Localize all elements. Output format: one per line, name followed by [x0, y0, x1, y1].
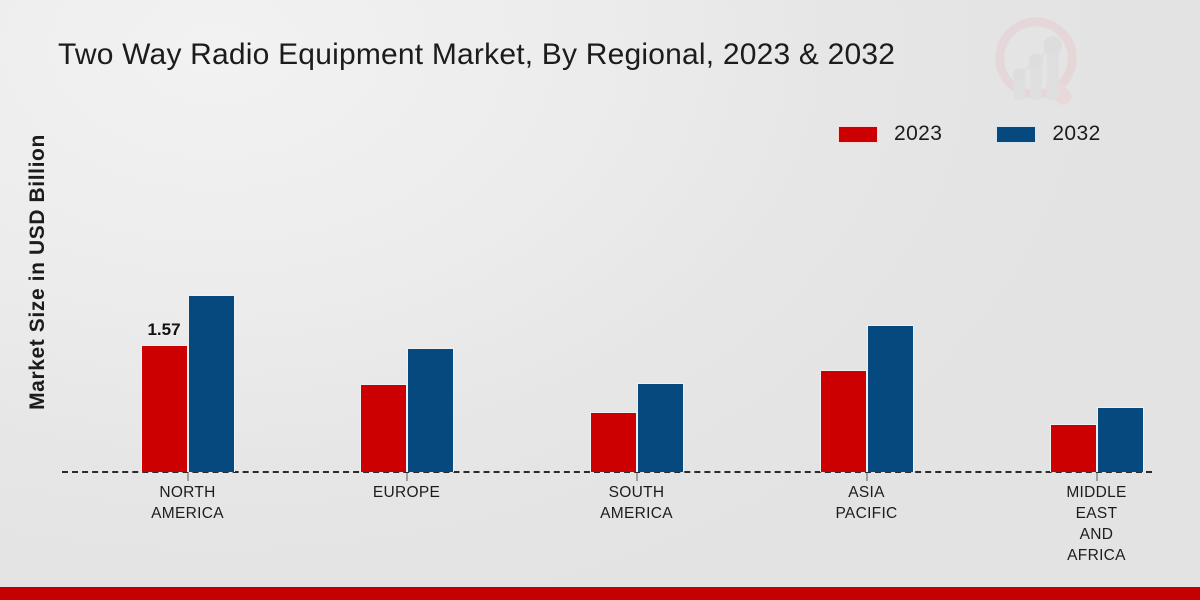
bar-2032-north-america[interactable]: [187, 295, 235, 472]
bar-group-asia-pacific: ASIA PACIFIC: [789, 140, 944, 522]
axis-tick: [636, 473, 637, 481]
category-label-middle-east-and-africa: MIDDLE EAST AND AFRICA: [1066, 484, 1127, 564]
category-label-north-america: NORTH AMERICA: [151, 484, 224, 522]
legend-label-2032: 2032: [1052, 122, 1101, 145]
legend-item-2032[interactable]: 2032: [996, 122, 1100, 146]
plot-area: 1.57 NORTH AMERICA EUROPE SOUTH AMERICA …: [62, 140, 1152, 564]
bar-2032-south-america[interactable]: [636, 383, 684, 472]
bar-group-europe: EUROPE: [329, 140, 484, 501]
axis-tick: [866, 473, 867, 481]
axis-tick: [406, 473, 407, 481]
chart-title: Two Way Radio Equipment Market, By Regio…: [58, 38, 896, 71]
bar-2023-south-america[interactable]: [589, 412, 637, 472]
legend-item-2023[interactable]: 2023: [838, 122, 942, 146]
bar-2023-asia-pacific[interactable]: [819, 370, 867, 472]
bar-value-label: 1.57: [147, 320, 181, 339]
blue-square-swatch-icon: [996, 125, 1037, 143]
bar-2023-europe[interactable]: [359, 384, 407, 472]
bar-group-south-america: SOUTH AMERICA: [559, 140, 714, 522]
chart-legend: 2023 2032: [838, 122, 1101, 146]
axis-tick: [1096, 473, 1097, 481]
footer-bar: [0, 587, 1200, 600]
x-axis-baseline: [62, 471, 1152, 473]
bar-2032-europe[interactable]: [406, 348, 454, 472]
axis-tick: [187, 473, 188, 481]
bar-2023-north-america[interactable]: 1.57: [140, 320, 188, 472]
category-label-europe: EUROPE: [372, 484, 441, 501]
bar-group-north-america: 1.57 NORTH AMERICA: [110, 140, 265, 522]
bar-group-middle-east-and-africa: MIDDLE EAST AND AFRICA: [1019, 140, 1174, 564]
category-label-south-america: SOUTH AMERICA: [600, 484, 673, 522]
bar-2023-middle-east-and-africa[interactable]: [1049, 424, 1097, 472]
y-axis-title: Market Size in USD Billion: [26, 134, 49, 410]
red-square-swatch-icon: [838, 125, 878, 143]
magnifier-bar-chart-logo-icon: [990, 14, 1088, 112]
category-label-asia-pacific: ASIA PACIFIC: [835, 484, 898, 522]
bar-2032-asia-pacific[interactable]: [866, 325, 914, 472]
bar-2032-middle-east-and-africa[interactable]: [1096, 407, 1144, 472]
legend-label-2023: 2023: [894, 122, 943, 145]
